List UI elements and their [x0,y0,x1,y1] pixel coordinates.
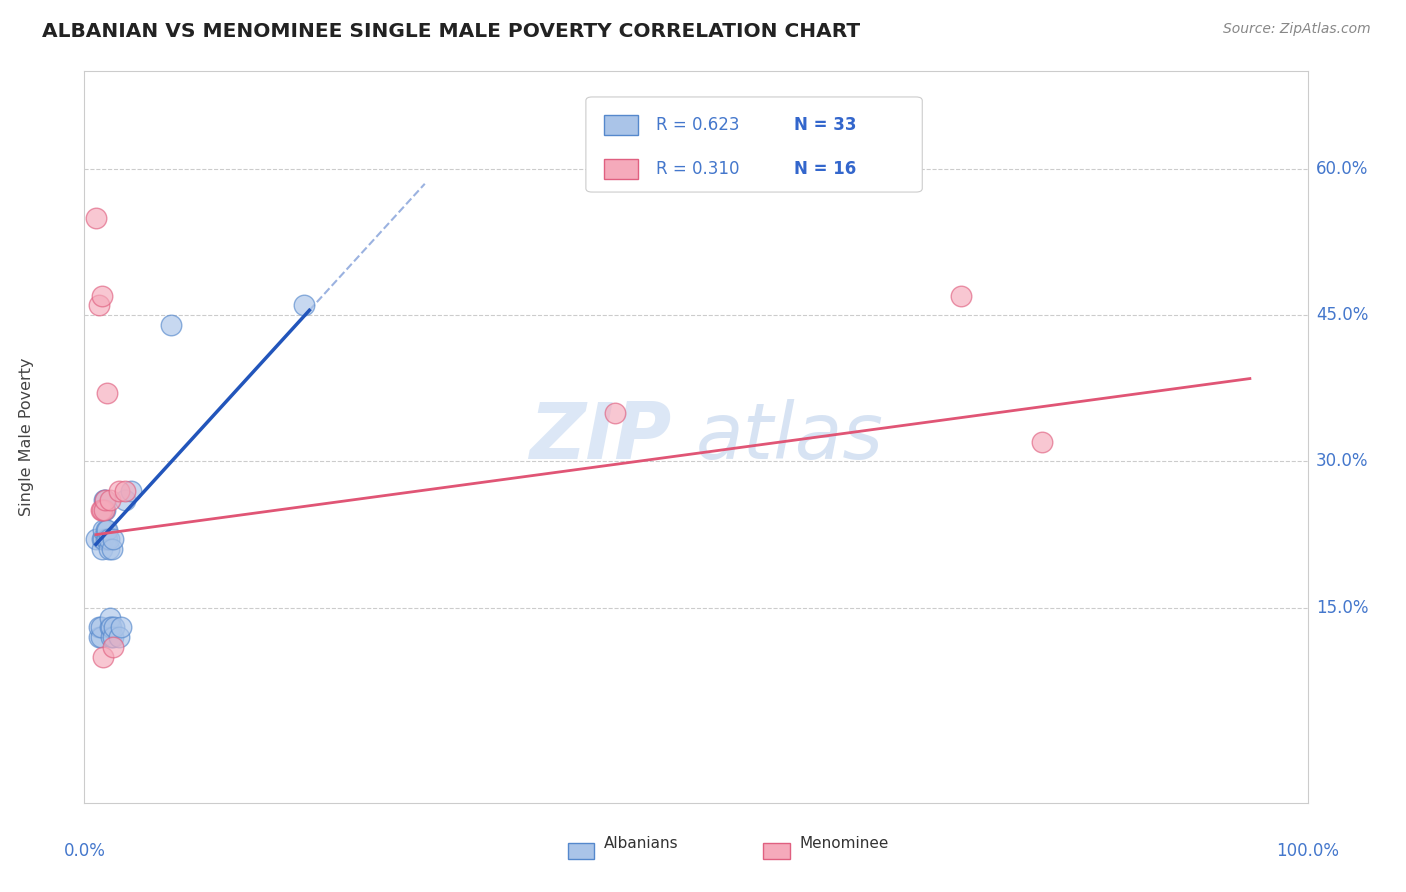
Point [89,630,111,644]
Point [98,493,121,508]
Point [90,503,112,517]
Point [84,211,107,225]
Text: Albanians: Albanians [605,837,679,851]
Point [94,493,117,508]
Point [93,503,115,517]
Point [89,630,111,644]
Text: Menominee: Menominee [800,837,890,851]
Point [91,533,114,547]
Point [950,288,973,302]
Text: Source: ZipAtlas.com: Source: ZipAtlas.com [1223,22,1371,37]
Text: 45.0%: 45.0% [1316,306,1368,324]
Text: 15.0%: 15.0% [1316,599,1368,616]
Point [100,620,122,634]
Bar [605,159,638,179]
Point [96,533,118,547]
Text: R = 0.310: R = 0.310 [655,160,740,178]
Point [101,542,124,557]
Point [89,620,111,634]
Point [160,318,183,332]
Point [90,533,112,547]
Point [90,542,112,557]
Point [94,493,117,508]
Text: 100.0%: 100.0% [1277,842,1339,860]
Bar [763,843,790,859]
Point [90,288,112,302]
Point [103,620,125,634]
Text: R = 0.623: R = 0.623 [655,116,740,134]
Point [103,640,125,654]
Point [97,533,120,547]
Point [98,610,121,624]
Bar [568,843,595,859]
Point [91,649,114,664]
Point [605,406,627,420]
Point [110,620,132,634]
Point [120,483,142,498]
Point [97,542,120,557]
Point [98,620,121,634]
Point [96,523,118,537]
FancyBboxPatch shape [586,97,922,192]
Text: ALBANIAN VS MENOMINEE SINGLE MALE POVERTY CORRELATION CHART: ALBANIAN VS MENOMINEE SINGLE MALE POVERT… [42,22,860,41]
Point [114,493,136,508]
Point [93,503,115,517]
Text: atlas: atlas [696,399,884,475]
Point [84,533,107,547]
Point [96,386,118,401]
Point [108,483,131,498]
Point [1031,434,1053,449]
Point [96,533,118,547]
Point [93,493,115,508]
Text: 60.0%: 60.0% [1316,160,1368,178]
Text: Single Male Poverty: Single Male Poverty [18,358,34,516]
Text: N = 33: N = 33 [794,116,856,134]
Point [100,630,122,644]
Point [91,523,114,537]
Point [292,298,315,312]
Text: N = 16: N = 16 [794,160,856,178]
Point [94,503,117,517]
Text: ZIP: ZIP [529,399,672,475]
Point [89,620,111,634]
Point [114,483,136,498]
Point [96,523,118,537]
Text: 0.0%: 0.0% [63,842,105,860]
Point [89,503,111,517]
Point [103,533,125,547]
Bar [605,115,638,136]
Text: 30.0%: 30.0% [1316,452,1368,470]
Point [103,630,125,644]
Point [108,630,131,644]
Point [89,298,111,312]
